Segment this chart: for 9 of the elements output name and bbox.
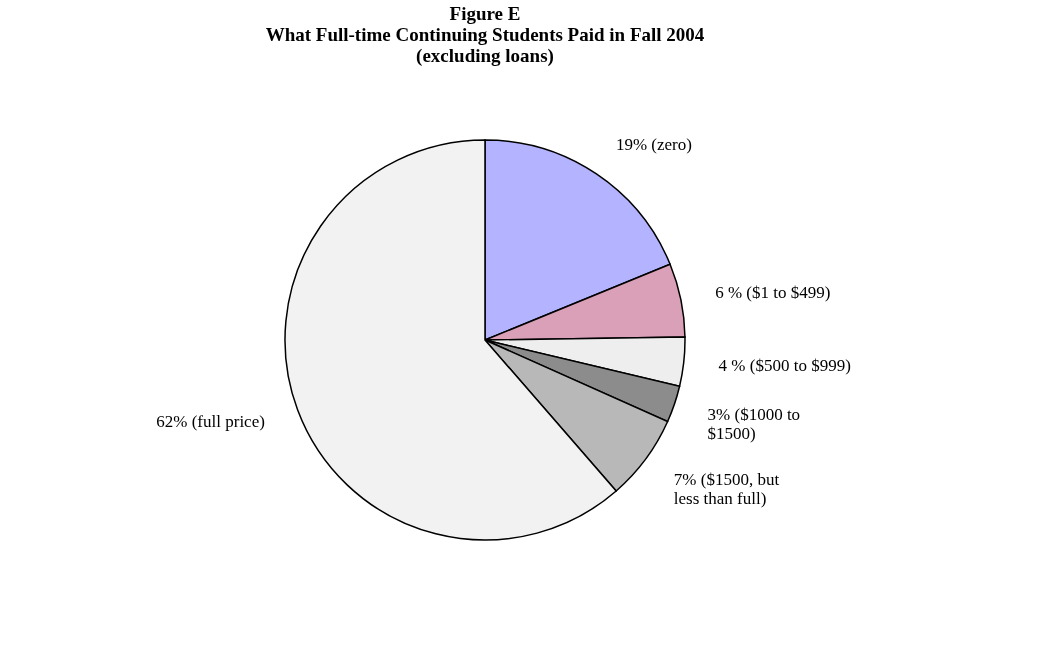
slice-label: 7% ($1500, but less than full) [673,469,780,508]
text: (excluding loans) [416,45,554,66]
text: What Full-time Continuing Students Paid in Fall 2004 [265,24,705,45]
slice-label: 62% (full price) [156,412,265,432]
slice-label: 4 % ($500 to $999) [718,355,851,375]
slice-label: 3% ($1000 to $1500) [707,405,801,444]
slice-label: 19% (zero) [615,134,692,154]
text: Figure E [449,3,521,24]
slice-label: 6 % ($1 to $499) [715,282,831,302]
